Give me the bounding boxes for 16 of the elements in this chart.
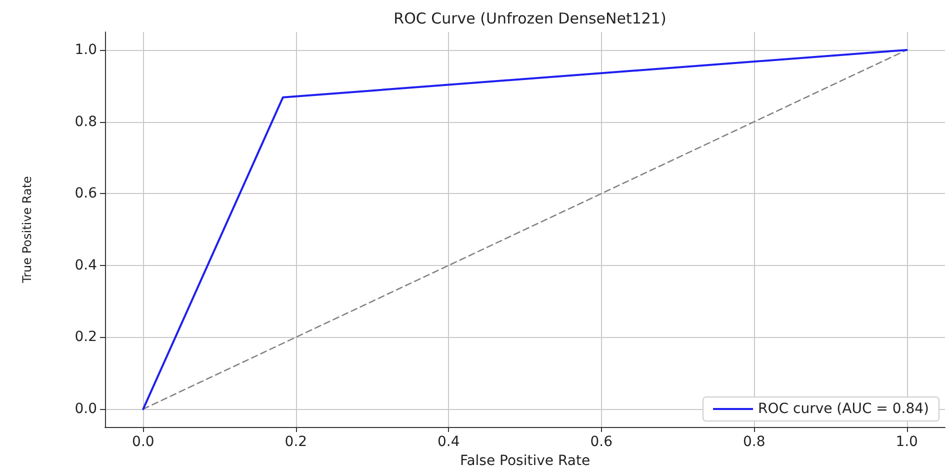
x-tick-label: 0.8 bbox=[742, 434, 766, 450]
y-axis-title: True Positive Rate bbox=[20, 176, 34, 284]
y-tick-label: 0.8 bbox=[74, 114, 97, 130]
y-tick-label: 0.4 bbox=[74, 257, 98, 274]
y-tick-label: 0.6 bbox=[74, 186, 98, 202]
y-tick-label: 1.0 bbox=[74, 42, 97, 58]
chart-title: ROC Curve (Unfrozen DenseNet121) bbox=[394, 10, 666, 28]
x-tick-label: 0.4 bbox=[438, 434, 460, 450]
y-tick-label: 0.2 bbox=[74, 329, 97, 346]
x-tick-label: 1.0 bbox=[896, 434, 918, 450]
y-tick-label: 0.0 bbox=[74, 401, 97, 418]
x-tick-label: 0.0 bbox=[132, 434, 154, 450]
x-tick-label: 0.2 bbox=[284, 434, 308, 450]
legend-label: ROC curve (AUC = 0.84) bbox=[758, 401, 930, 417]
x-axis-title: False Positive Rate bbox=[460, 452, 590, 469]
x-tick-label: 0.6 bbox=[590, 434, 613, 450]
